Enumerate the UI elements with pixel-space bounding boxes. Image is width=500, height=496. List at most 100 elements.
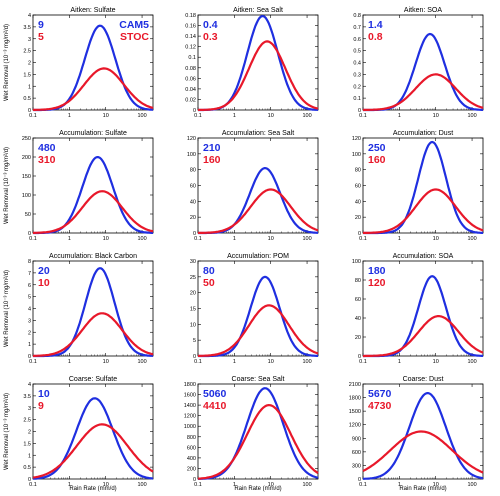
x-tick-label: 0.1 <box>194 113 202 119</box>
y-tick-label: 0.18 <box>185 13 196 19</box>
panel-value-stoc: 10 <box>38 277 50 289</box>
series-line-stoc <box>198 304 319 357</box>
panel-value-cam5: 5670 <box>368 388 392 400</box>
y-tick-label: 3 <box>28 37 31 43</box>
panel-value-stoc: 50 <box>203 277 215 289</box>
y-tick-label: 600 <box>352 450 361 456</box>
y-tick-label: 7 <box>28 271 31 277</box>
x-tick-label: 0.1 <box>359 359 367 365</box>
panel-value-stoc: 4410 <box>203 400 227 412</box>
panel-value-cam5: 0.4 <box>203 19 218 31</box>
y-tick-label: 300 <box>352 463 361 469</box>
y-tick-label: 1800 <box>184 382 196 388</box>
series-line-cam5 <box>33 397 154 480</box>
y-tick-label: 120 <box>352 136 361 142</box>
y-tick-label: 40 <box>190 199 196 205</box>
y-tick-label: 10 <box>190 322 196 328</box>
panel-value-cam5: 210 <box>203 142 221 154</box>
y-tick-label: 0.5 <box>23 96 31 102</box>
x-tick-label: 10 <box>103 113 109 119</box>
y-tick-label: 0.4 <box>353 61 361 67</box>
x-axis-label-col1: Rain Rate (mm/d) <box>69 486 116 492</box>
chart-title: Accumulation: POM <box>227 253 289 260</box>
x-axis-label-col3: Rain Rate (mm/d) <box>399 486 446 492</box>
chart-panel: Accumulation: Dust 0.1 1 10 100 0 20 40 60 80 100 1… <box>352 130 484 242</box>
y-axis-label: Wet Removal (10⁻³ mg/m²/d) <box>4 24 10 101</box>
y-axis-label: Wet Removal (10⁻³ mg/m²/d) <box>4 270 10 347</box>
chart-title: Accumulation: Sea Salt <box>222 130 294 137</box>
panel-value-stoc: 160 <box>368 154 386 166</box>
x-tick-label: 10 <box>433 482 439 488</box>
series-line-cam5 <box>198 275 318 358</box>
panel-value-stoc: 0.8 <box>368 31 383 43</box>
x-tick-label: 1 <box>398 482 401 488</box>
panel-value-stoc: 0.3 <box>203 31 218 43</box>
chart-panel: Accumulation: POM 0.1 1 10 100 0 5 10 15 20 25 30 80… <box>190 253 319 365</box>
y-tick-label: 6 <box>28 283 31 289</box>
y-tick-label: 20 <box>190 215 196 221</box>
x-tick-label: 10 <box>103 359 109 365</box>
x-tick-label: 100 <box>467 482 476 488</box>
panel-value-cam5: 180 <box>368 265 386 277</box>
y-tick-label: 0.08 <box>185 66 196 72</box>
x-tick-label: 1 <box>68 236 71 242</box>
x-tick-label: 100 <box>137 236 146 242</box>
y-tick-label: 0.5 <box>353 49 361 55</box>
y-tick-label: 60 <box>355 297 361 303</box>
y-tick-label: 20 <box>355 215 361 221</box>
y-tick-label: 0.1 <box>188 55 196 61</box>
y-tick-label: 0 <box>193 231 196 237</box>
y-tick-label: 0 <box>358 354 361 360</box>
y-tick-label: 100 <box>22 193 31 199</box>
x-tick-label: 10 <box>268 359 274 365</box>
y-tick-label: 5 <box>193 338 196 344</box>
y-tick-label: 0 <box>28 231 31 237</box>
y-tick-label: 0 <box>358 231 361 237</box>
panel-value-cam5: 250 <box>368 142 386 154</box>
x-tick-label: 100 <box>137 113 146 119</box>
chart-title: Aitken: Sea Salt <box>233 7 283 14</box>
x-tick-label: 100 <box>302 359 311 365</box>
chart-title: Accumulation: Black Carbon <box>49 253 137 260</box>
y-tick-label: 1200 <box>349 423 361 429</box>
y-tick-label: 0 <box>193 354 196 360</box>
x-tick-label: 10 <box>268 482 274 488</box>
legend-entry-stoc: STOC <box>120 31 149 43</box>
y-tick-label: 200 <box>22 155 31 161</box>
plot-frame <box>197 14 319 111</box>
x-tick-label: 100 <box>467 359 476 365</box>
chart-panel: Aitken: Sulfate 0.1 1 10 100 0 0.5 1 1.5 2 2.5 3 3.5… <box>4 7 154 119</box>
y-tick-label: 2.5 <box>23 418 31 424</box>
y-tick-label: 0 <box>358 477 361 483</box>
series-line-stoc <box>363 315 484 358</box>
x-tick-label: 1 <box>233 482 236 488</box>
series-line-cam5 <box>33 267 154 358</box>
plot-frame <box>32 137 154 234</box>
y-tick-label: 4 <box>28 13 31 19</box>
y-tick-label: 0.02 <box>185 97 196 103</box>
series-line-stoc <box>33 67 154 112</box>
series-line-cam5 <box>363 392 484 480</box>
chart-title: Coarse: Sulfate <box>69 376 117 383</box>
x-tick-label: 10 <box>433 236 439 242</box>
y-tick-label: 1.5 <box>23 72 31 78</box>
y-tick-label: 3 <box>28 406 31 412</box>
panel-value-cam5: 9 <box>38 19 44 31</box>
series-line-stoc <box>197 40 319 112</box>
series-line-cam5 <box>198 167 318 235</box>
y-tick-label: 40 <box>355 316 361 322</box>
y-tick-label: 30 <box>190 259 196 265</box>
y-tick-label: 3.5 <box>23 394 31 400</box>
chart-panel: Accumulation: Black Carbon 0.1 1 10 100 0 1 2 3 4… <box>4 253 154 365</box>
y-axis-label: Wet Removal (10⁻³ mg/m²/d) <box>4 393 10 470</box>
y-tick-label: 250 <box>22 136 31 142</box>
chart-panel: Coarse: Sulfate 0.1 1 10 100 0 0.5 1 1.5 2 2.5 3 3.5… <box>4 376 154 488</box>
plot-frame <box>362 383 484 480</box>
x-tick-label: 0.1 <box>194 482 202 488</box>
y-tick-label: 2.5 <box>23 49 31 55</box>
x-tick-label: 1 <box>398 359 401 365</box>
x-tick-label: 0.1 <box>359 482 367 488</box>
y-tick-label: 4 <box>28 307 31 313</box>
